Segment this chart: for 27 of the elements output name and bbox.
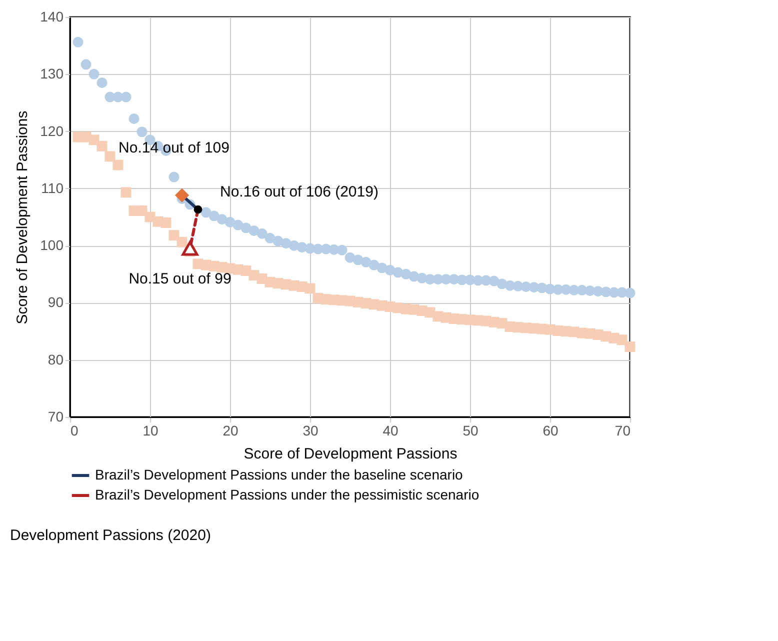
annotation: No.16 out of 106 (2019) [220,184,378,201]
x-tick-label: 60 [542,422,558,438]
legend-label: Brazil’s Development Passions under the baseline scenario [95,466,464,482]
y-tick-label: 90 [48,294,64,310]
y-tick-label: 140 [40,8,64,24]
x-tick-label: 10 [142,422,158,438]
y-tick-label: 110 [41,180,64,196]
point [194,205,202,214]
text: Development Passions (2020) [10,527,211,544]
x-tick-label: 20 [222,422,238,438]
y-tick-label: 120 [40,122,64,139]
annotation: No.14 out of 109 [118,139,230,156]
y-axis-title: Score of Development Passions [14,110,32,324]
x-tick-label: 50 [462,422,478,438]
y-tick-label: 100 [40,237,64,254]
legend-label: Brazil’s Development Passions under the pessimistic scenario [95,486,480,502]
point [174,188,190,202]
y-tick-label: 70 [48,408,64,424]
annotation: No.15 out of 99 [128,270,232,288]
y-tick-label: 130 [40,66,64,82]
x-tick-label: 40 [382,422,398,438]
point [182,241,198,256]
x-tick-label: 0 [70,422,78,438]
y-tick-label: 80 [48,351,64,368]
x-tick-label: 30 [302,422,318,438]
x-axis-title: Score of Development Passions [244,446,458,462]
x-tick-label: 70 [614,422,631,438]
